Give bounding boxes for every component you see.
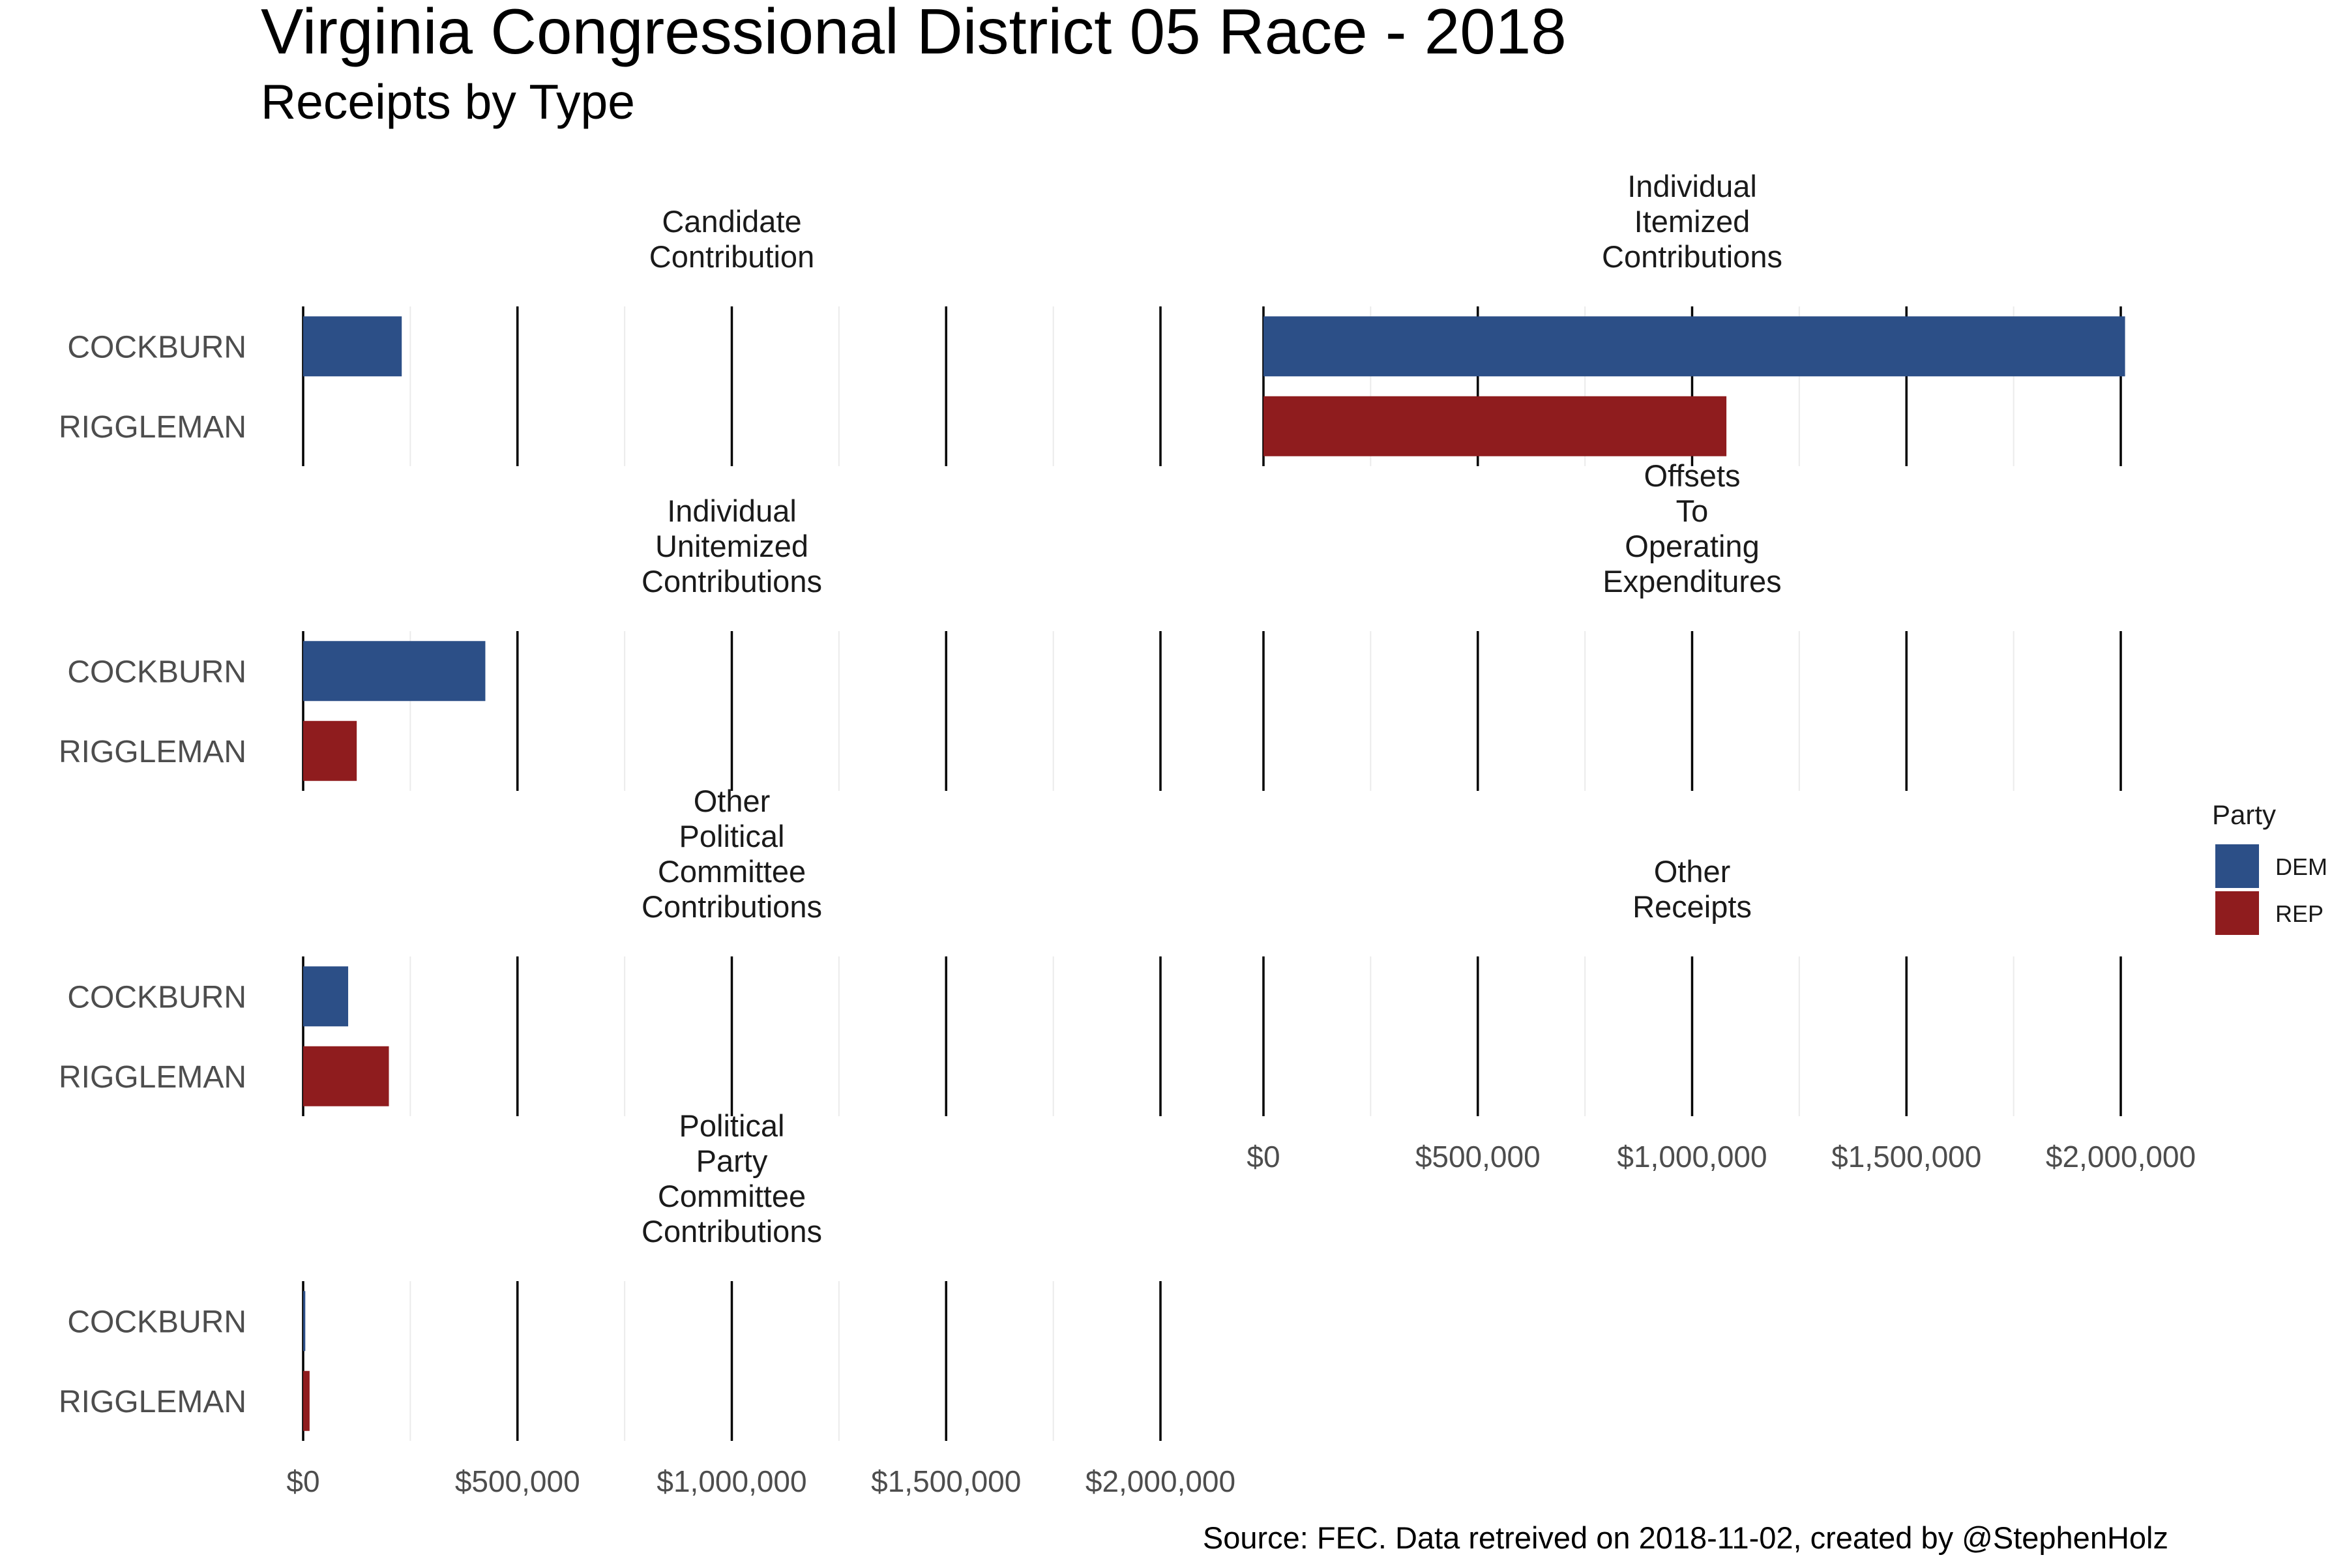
bar-riggleman — [303, 720, 357, 781]
x-tick-label: $500,000 — [455, 1464, 580, 1498]
bar-cockburn — [303, 641, 486, 702]
chart-caption: Source: FEC. Data retreived on 2018-11-0… — [1203, 1520, 2168, 1555]
panel-other-political-committee-contributions: Other Political Committee Contributions COCK… — [59, 784, 1162, 1116]
x-tick-label: $0 — [286, 1464, 319, 1498]
bar-cockburn — [1263, 316, 2125, 377]
panel-candidate-contribution: Candidate Contribution COCKBURN RIGGLEMAN — [59, 204, 1162, 466]
panel-offsets-to-operating-expenditures: Offsets To Operating Expenditures — [1262, 458, 2122, 791]
facet-label: Candidate Contribution — [649, 204, 814, 274]
bar-cockburn — [303, 1291, 306, 1352]
y-tick-label: COCKBURN — [67, 330, 246, 364]
y-tick-label: RIGGLEMAN — [59, 735, 246, 769]
x-tick-label: $1,500,000 — [1831, 1140, 1981, 1174]
chart-title: Virginia Congressional District 05 Race … — [261, 0, 1567, 67]
bar-riggleman — [303, 1046, 389, 1106]
facet-label: Individual Unitemized Contributions — [642, 494, 822, 599]
x-tick-label: $1,500,000 — [871, 1464, 1021, 1498]
y-tick-label: RIGGLEMAN — [59, 1060, 246, 1095]
x-tick-label: $2,000,000 — [1085, 1464, 1235, 1498]
x-tick-label: $1,000,000 — [657, 1464, 806, 1498]
facet-label: Political Party Committee Contributions — [642, 1108, 822, 1249]
panel-individual-itemized-contributions: Individual Itemized Contributions — [1262, 169, 2125, 466]
legend-title: Party — [2212, 799, 2276, 830]
facet-label: Individual Itemized Contributions — [1602, 169, 1782, 274]
x-tick-label: $2,000,000 — [2046, 1140, 2196, 1174]
panel-individual-unitemized-contributions: Individual Unitemized Contributions COCKBUR… — [59, 494, 1162, 791]
panel-other-receipts: Other Receipts $0 $500,000 $1,000,000 $1,500,… — [1247, 854, 2196, 1174]
bar-cockburn — [303, 316, 402, 377]
bar-cockburn — [303, 966, 349, 1027]
legend-swatch-dem — [2215, 844, 2259, 888]
x-tick-label: $500,000 — [1415, 1140, 1541, 1174]
facet-label: Offsets To Operating Expenditures — [1602, 458, 1781, 599]
chart-subtitle: Receipts by Type — [261, 74, 635, 129]
y-tick-label: COCKBURN — [67, 655, 246, 689]
bar-riggleman — [303, 1370, 310, 1431]
legend-swatch-rep — [2215, 891, 2259, 935]
y-tick-label: COCKBURN — [67, 980, 246, 1014]
x-tick-label: $1,000,000 — [1617, 1140, 1767, 1174]
y-tick-label: RIGGLEMAN — [59, 410, 246, 445]
facet-label: Other Political Committee Contributions — [642, 784, 822, 924]
legend: Party DEM REP — [2212, 799, 2327, 935]
x-tick-label: $0 — [1247, 1140, 1280, 1174]
bar-riggleman — [1263, 396, 1727, 456]
legend-label-dem: DEM — [2275, 853, 2327, 880]
legend-label-rep: REP — [2275, 900, 2324, 927]
facet-label: Other Receipts — [1632, 854, 1752, 924]
y-tick-label: RIGGLEMAN — [59, 1385, 246, 1419]
facet-panels: Candidate ContributionCOCKBURNRIGGLEMANIn… — [59, 169, 2196, 1498]
panel-political-party-committee-contributions: Political Party Committee Contributions COCK… — [59, 1108, 1235, 1498]
y-tick-label: COCKBURN — [67, 1305, 246, 1339]
